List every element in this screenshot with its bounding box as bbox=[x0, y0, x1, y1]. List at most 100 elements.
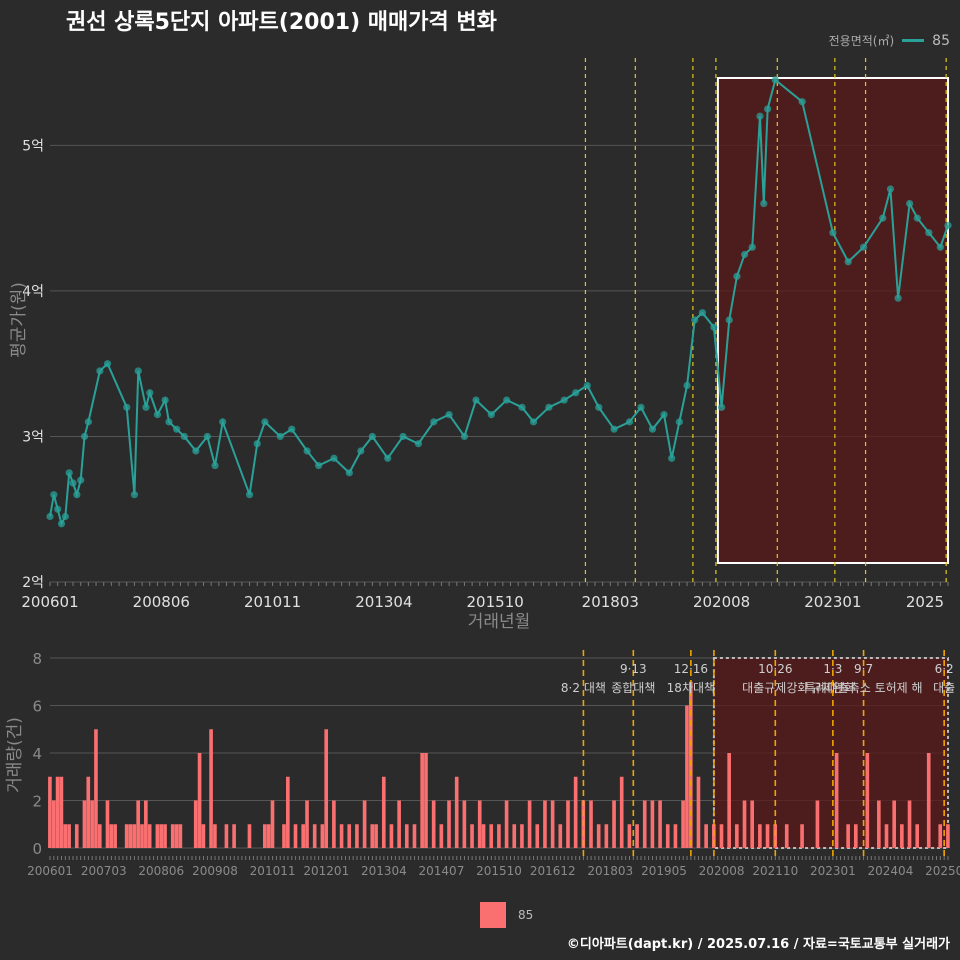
volume-bar bbox=[681, 800, 685, 848]
volume-bar bbox=[946, 824, 950, 848]
price-point bbox=[161, 396, 169, 404]
policy-annotation-date: 9·13 bbox=[620, 662, 647, 676]
legend-series-label: 85 bbox=[932, 32, 950, 49]
price-point bbox=[134, 367, 142, 375]
bar-x-tick-label: 201612 bbox=[530, 864, 576, 878]
policy-annotation-date: 9·7 bbox=[854, 662, 873, 676]
price-point bbox=[844, 258, 852, 266]
y-tick-label: 2억 bbox=[22, 575, 44, 591]
volume-bar bbox=[420, 753, 424, 848]
volume-bar bbox=[558, 824, 563, 848]
volume-bar bbox=[63, 824, 68, 848]
bar-x-tick-label: 202507 bbox=[925, 864, 960, 878]
volume-bar bbox=[224, 824, 229, 848]
policy-annotation-label: 특례대출축소 토허제 해 bbox=[805, 681, 923, 695]
volume-bar bbox=[109, 824, 114, 848]
volume-bar bbox=[170, 824, 175, 848]
price-point bbox=[445, 411, 453, 419]
volume-bar bbox=[113, 824, 117, 848]
price-point bbox=[303, 447, 311, 455]
price-point bbox=[253, 440, 261, 448]
volume-bar bbox=[94, 729, 98, 848]
volume-bar bbox=[938, 824, 943, 848]
volume-bar bbox=[892, 800, 896, 848]
price-point bbox=[625, 418, 634, 426]
volume-bar bbox=[193, 800, 198, 848]
volume-bar bbox=[589, 800, 593, 848]
price-point bbox=[414, 440, 423, 448]
policy-annotation-label: 대출규제강화 bbox=[742, 681, 808, 695]
volume-bar bbox=[773, 824, 778, 848]
bar-x-tick-label: 200703 bbox=[81, 864, 127, 878]
volume-bar bbox=[362, 800, 367, 848]
price-point bbox=[165, 418, 173, 426]
price-point bbox=[460, 432, 469, 441]
volume-bar bbox=[197, 753, 202, 848]
price-point bbox=[859, 243, 868, 251]
volume-bar bbox=[51, 800, 56, 848]
bar-x-tick-label: 201011 bbox=[250, 864, 296, 878]
volume-bar bbox=[650, 800, 655, 848]
volume-bar bbox=[447, 800, 451, 848]
volume-bar bbox=[286, 776, 290, 848]
volume-bar bbox=[543, 800, 547, 848]
volume-bar bbox=[711, 824, 716, 848]
price-point bbox=[54, 505, 62, 513]
price-point bbox=[710, 323, 718, 331]
volume-bar bbox=[527, 800, 532, 848]
legend-line-swatch bbox=[902, 39, 925, 42]
price-point bbox=[315, 461, 323, 470]
volume-bar bbox=[270, 800, 275, 848]
volume-bar bbox=[136, 800, 140, 848]
price-point bbox=[798, 98, 806, 106]
price-point bbox=[691, 316, 699, 324]
volume-bar bbox=[470, 824, 474, 848]
volume-bar bbox=[370, 824, 375, 848]
price-point bbox=[288, 425, 296, 433]
credit-text: ©디아파트(dapt.kr) / 2025.07.16 / 자료=국토교통부 실… bbox=[566, 937, 950, 952]
policy-annotation-label: 규제완화 bbox=[811, 681, 855, 695]
bar-y-axis-label: 거래량(건) bbox=[5, 717, 25, 793]
bar-y-tick-label: 8 bbox=[32, 650, 42, 668]
volume-bar bbox=[389, 824, 394, 848]
price-point bbox=[756, 112, 764, 120]
price-point bbox=[503, 396, 511, 404]
price-point bbox=[96, 367, 104, 375]
volume-bar bbox=[750, 800, 755, 848]
volume-bar bbox=[213, 824, 217, 848]
volume-bar bbox=[105, 800, 110, 848]
y-tick-label: 4억 bbox=[22, 284, 44, 300]
volume-bar bbox=[834, 753, 839, 848]
volume-bar bbox=[59, 776, 64, 848]
price-point bbox=[906, 199, 914, 208]
price-point bbox=[77, 476, 85, 484]
price-point bbox=[717, 403, 726, 411]
x-tick-label: 202008 bbox=[693, 593, 750, 611]
volume-bar bbox=[735, 824, 739, 848]
price-point bbox=[80, 432, 89, 441]
highlight-box bbox=[716, 77, 950, 564]
price-point bbox=[146, 389, 154, 397]
x-tick-label: 201510 bbox=[467, 593, 524, 611]
volume-bar bbox=[293, 824, 298, 848]
x-tick-label: 201011 bbox=[244, 593, 301, 611]
bar-x-tick-label: 201304 bbox=[361, 864, 407, 878]
price-point bbox=[84, 418, 92, 426]
bar-x-tick-label: 202404 bbox=[868, 864, 914, 878]
volume-bar bbox=[884, 824, 889, 848]
price-point bbox=[61, 512, 69, 521]
price-point bbox=[913, 214, 921, 222]
price-line bbox=[49, 78, 949, 527]
volume-bar bbox=[201, 824, 206, 848]
volume-bar bbox=[140, 824, 144, 848]
volume-bar bbox=[704, 824, 708, 848]
volume-bar bbox=[915, 824, 920, 848]
volume-bar bbox=[67, 824, 71, 848]
volume-bar bbox=[512, 824, 517, 848]
price-point bbox=[261, 418, 269, 426]
legend-bar-swatch bbox=[480, 902, 506, 928]
x-tick-label: 200601 bbox=[21, 593, 78, 611]
price-point bbox=[936, 243, 944, 251]
volume-bar bbox=[347, 824, 352, 848]
price-point bbox=[675, 418, 683, 426]
